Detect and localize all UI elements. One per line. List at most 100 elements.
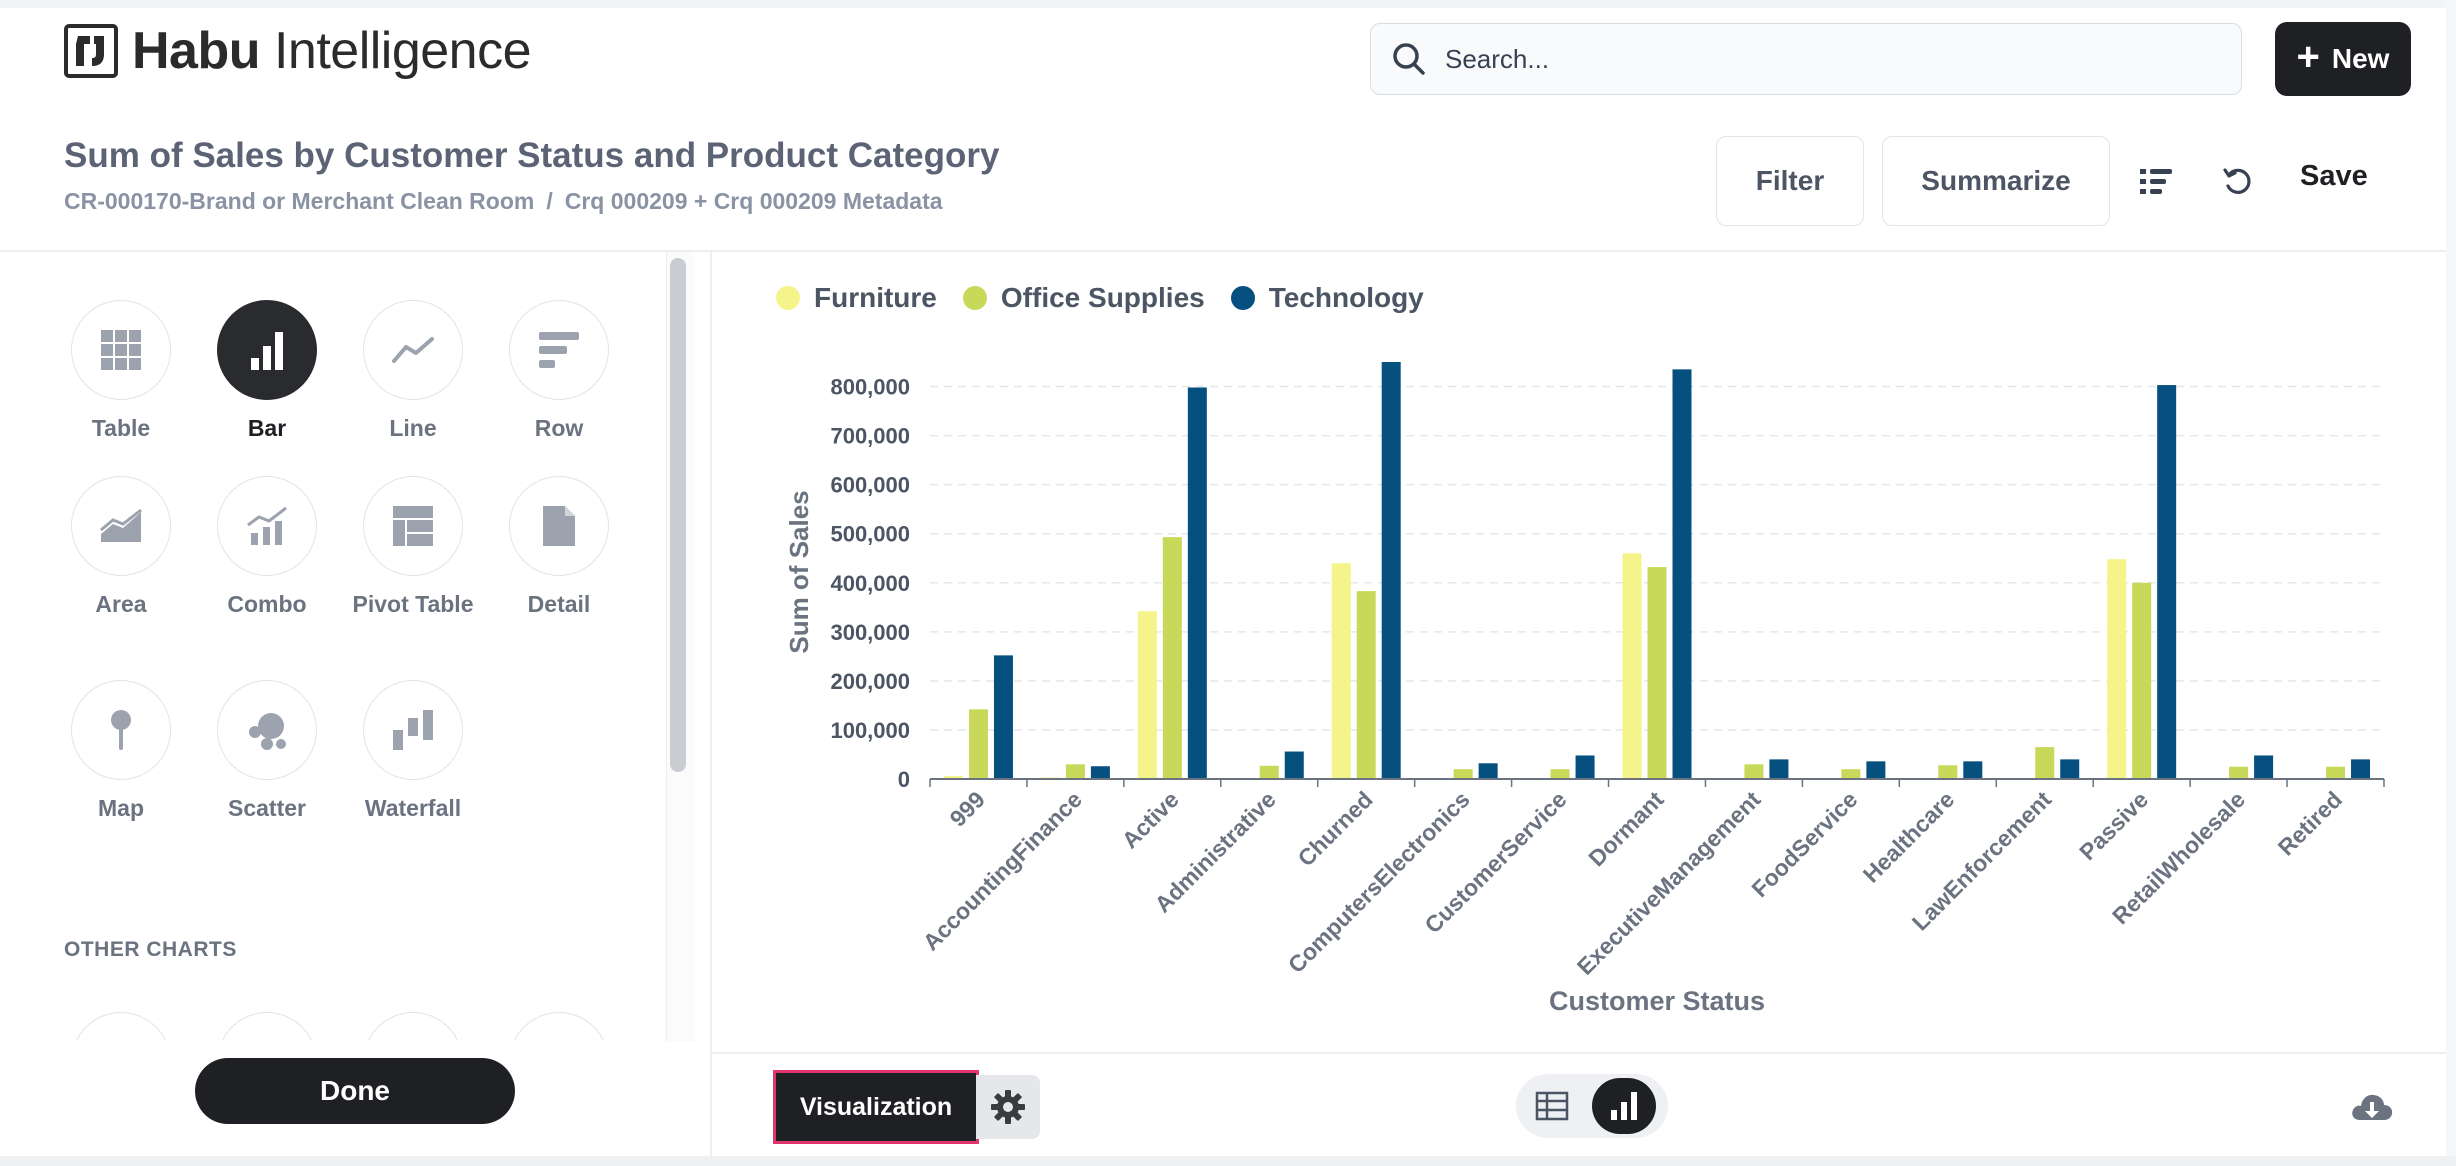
search-input[interactable] bbox=[1443, 42, 2203, 76]
chart-settings-button[interactable] bbox=[976, 1075, 1040, 1139]
bar-office-supplies[interactable] bbox=[968, 709, 988, 779]
bar-furniture[interactable] bbox=[1331, 563, 1351, 779]
chart-type-bar-circle[interactable] bbox=[217, 300, 317, 400]
y-tick-label: 0 bbox=[898, 767, 910, 792]
legend-item-office-supplies[interactable]: Office Supplies bbox=[962, 282, 1205, 314]
legend-dot bbox=[776, 286, 800, 310]
bar-office-supplies[interactable] bbox=[1938, 765, 1958, 779]
detail-icon bbox=[543, 506, 575, 546]
bar-office-supplies[interactable] bbox=[1453, 769, 1473, 779]
chart-type-combo-circle[interactable] bbox=[217, 476, 317, 576]
y-tick-label: 300,000 bbox=[830, 620, 910, 645]
bar-technology[interactable] bbox=[2060, 759, 2080, 779]
y-tick-label: 600,000 bbox=[830, 473, 910, 498]
y-tick-label: 800,000 bbox=[830, 375, 910, 400]
pivot-table-icon bbox=[393, 506, 433, 546]
chart-type-area-circle[interactable] bbox=[71, 476, 171, 576]
breadcrumb-dataset[interactable]: Crq 000209 + Crq 000209 Metadata bbox=[564, 188, 943, 214]
chart-type-waterfall-circle[interactable] bbox=[363, 680, 463, 780]
chart-type-line-circle[interactable] bbox=[363, 300, 463, 400]
chart-type-detail[interactable]: Detail bbox=[486, 476, 632, 618]
brand-logo[interactable]: Habu Intelligence bbox=[64, 24, 532, 78]
bar-technology[interactable] bbox=[1284, 751, 1304, 779]
refresh-button[interactable] bbox=[2216, 160, 2260, 204]
bar-technology[interactable] bbox=[1866, 761, 1886, 779]
breadcrumb-separator: / bbox=[546, 188, 553, 214]
new-button-label: New bbox=[2331, 43, 2390, 74]
x-tick-label: Healthcare bbox=[1858, 786, 1960, 888]
bar-furniture[interactable] bbox=[1137, 611, 1157, 779]
bar-technology[interactable] bbox=[1963, 761, 1983, 779]
table-view-toggle[interactable] bbox=[1520, 1078, 1584, 1134]
chart-type-label: Pivot Table bbox=[352, 591, 474, 617]
bar-office-supplies[interactable] bbox=[1356, 591, 1376, 779]
bar-furniture[interactable] bbox=[2107, 559, 2127, 779]
bar-technology[interactable] bbox=[1672, 369, 1692, 779]
bar-furniture[interactable] bbox=[1622, 553, 1642, 779]
bar-office-supplies[interactable] bbox=[1065, 764, 1085, 779]
sidebar-scroll-thumb[interactable] bbox=[670, 258, 686, 772]
chart-type-table[interactable]: Table bbox=[48, 300, 194, 442]
top-strip bbox=[0, 0, 2456, 8]
bar-technology[interactable] bbox=[2351, 759, 2371, 779]
row-chart-icon bbox=[539, 332, 579, 368]
chart-type-scatter[interactable]: Scatter bbox=[194, 680, 340, 822]
other-charts-heading: OTHER CHARTS bbox=[64, 938, 237, 961]
bar-office-supplies[interactable] bbox=[1744, 764, 1764, 779]
bar-furniture[interactable] bbox=[943, 776, 963, 779]
chart-type-line[interactable]: Line bbox=[340, 300, 486, 442]
filter-button[interactable]: Filter bbox=[1716, 136, 1864, 226]
done-button[interactable]: Done bbox=[195, 1058, 515, 1124]
legend-item-technology[interactable]: Technology bbox=[1230, 282, 1424, 314]
notebook-editor-button[interactable] bbox=[2134, 160, 2178, 204]
save-button[interactable]: Save bbox=[2300, 160, 2368, 192]
chart-type-row[interactable]: Row bbox=[486, 300, 632, 442]
y-tick-label: 100,000 bbox=[830, 718, 910, 743]
bar-office-supplies[interactable] bbox=[2035, 747, 2055, 779]
breadcrumb-clean-room[interactable]: CR-000170-Brand or Merchant Clean Room bbox=[64, 188, 535, 214]
bar-office-supplies[interactable] bbox=[2326, 766, 2346, 779]
legend-item-furniture[interactable]: Furniture bbox=[776, 282, 937, 314]
new-button[interactable]: + New bbox=[2275, 22, 2411, 96]
bar-technology[interactable] bbox=[993, 655, 1013, 779]
bar-technology[interactable] bbox=[1381, 362, 1401, 779]
summarize-button[interactable]: Summarize bbox=[1882, 136, 2110, 226]
view-toggle bbox=[1516, 1074, 1668, 1138]
area-chart-icon bbox=[100, 508, 142, 542]
download-button[interactable] bbox=[2350, 1088, 2394, 1128]
refresh-icon bbox=[2223, 168, 2251, 194]
chart-type-table-circle[interactable] bbox=[71, 300, 171, 400]
bar-office-supplies[interactable] bbox=[1841, 769, 1861, 779]
bar-office-supplies[interactable] bbox=[1647, 567, 1667, 779]
chart-type-pivot-table[interactable]: Pivot Table bbox=[340, 476, 486, 618]
visualization-button[interactable]: Visualization bbox=[773, 1070, 979, 1144]
bar-office-supplies[interactable] bbox=[1259, 765, 1279, 779]
bar-office-supplies[interactable] bbox=[1550, 769, 1570, 779]
chart-type-pivot-circle[interactable] bbox=[363, 476, 463, 576]
search-box[interactable] bbox=[1370, 23, 2242, 95]
chart-view-toggle[interactable] bbox=[1592, 1078, 1656, 1134]
bar-technology[interactable] bbox=[1090, 766, 1110, 779]
cloud-download-icon bbox=[2352, 1094, 2393, 1120]
breadcrumb: CR-000170-Brand or Merchant Clean Room /… bbox=[64, 188, 943, 215]
chart-type-area[interactable]: Area bbox=[48, 476, 194, 618]
bar-technology[interactable] bbox=[1575, 755, 1595, 779]
bar-technology[interactable] bbox=[1187, 387, 1207, 779]
bar-technology[interactable] bbox=[2254, 755, 2274, 779]
bar-technology[interactable] bbox=[1769, 759, 1789, 779]
chart-type-bar[interactable]: Bar bbox=[194, 300, 340, 442]
chart-type-waterfall[interactable]: Waterfall bbox=[340, 680, 486, 822]
chart-type-detail-circle[interactable] bbox=[509, 476, 609, 576]
bar-office-supplies[interactable] bbox=[2132, 582, 2152, 779]
bar-technology[interactable] bbox=[2157, 385, 2177, 779]
chart-type-row-circle[interactable] bbox=[509, 300, 609, 400]
chart-type-scatter-circle[interactable] bbox=[217, 680, 317, 780]
bar-office-supplies[interactable] bbox=[1162, 537, 1182, 779]
scatter-icon bbox=[249, 713, 286, 750]
chart-type-map[interactable]: Map bbox=[48, 680, 194, 822]
chart-type-combo[interactable]: Combo bbox=[194, 476, 340, 618]
waterfall-icon bbox=[393, 710, 433, 750]
bar-office-supplies[interactable] bbox=[2229, 766, 2249, 779]
bar-technology[interactable] bbox=[1478, 763, 1498, 779]
chart-type-map-circle[interactable] bbox=[71, 680, 171, 780]
